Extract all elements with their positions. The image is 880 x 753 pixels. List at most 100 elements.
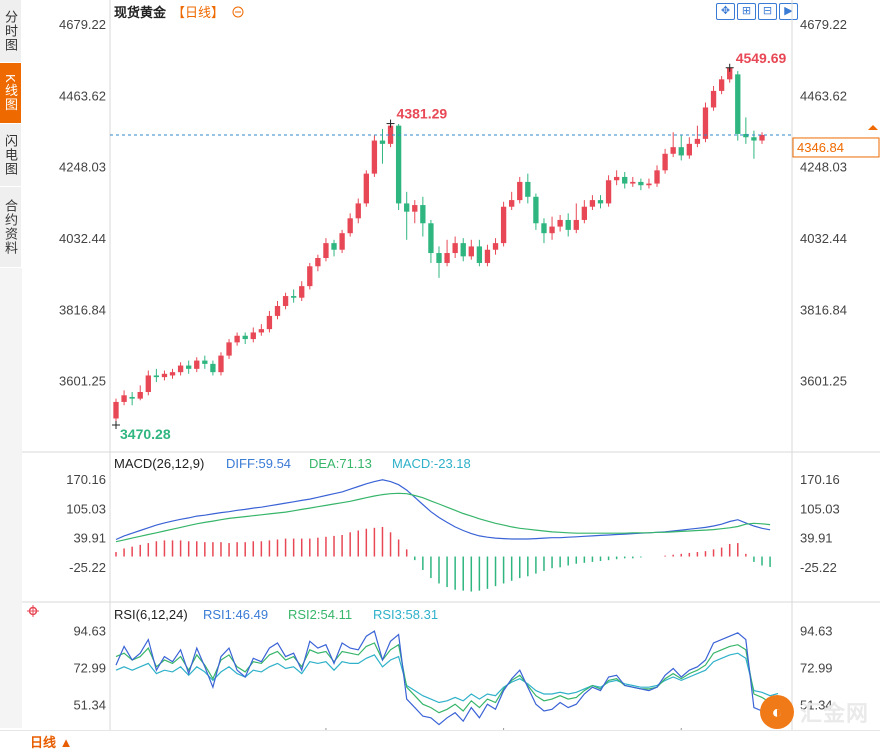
candle-body	[549, 226, 555, 234]
y-tick-right: 4248.03	[800, 160, 847, 175]
rsi3-label: RSI3:58.31	[373, 607, 438, 622]
max-label: 4549.69	[736, 50, 787, 66]
candle-body	[161, 373, 168, 378]
candle-body	[444, 253, 450, 263]
candle-body	[743, 133, 749, 138]
candle-body	[525, 181, 531, 197]
rsi-tick-left: 72.99	[73, 661, 106, 676]
rsi2-label: RSI2:54.11	[288, 607, 352, 622]
candle-body	[557, 219, 563, 227]
candle-body	[484, 249, 491, 263]
rsi3-line	[115, 652, 779, 704]
candle-body	[387, 125, 394, 144]
candle-body	[129, 396, 135, 399]
candle-body	[533, 196, 539, 224]
macd-params: MACD(26,12,9)	[114, 456, 204, 471]
candle-body	[436, 253, 442, 263]
candle-body	[258, 329, 265, 333]
candle-body	[630, 181, 636, 184]
candle-body	[751, 137, 757, 141]
candle-body	[145, 375, 151, 393]
y-tick-right: 3816.84	[800, 302, 847, 317]
y-tick-right: 4679.22	[800, 17, 847, 32]
period-bracket: 【日线】	[172, 5, 224, 20]
candle-body	[605, 180, 612, 204]
chart-title: 现货黄金	[114, 5, 167, 20]
logo-text: 汇金网	[800, 701, 870, 726]
candle-body	[299, 286, 305, 298]
candle-body	[517, 181, 523, 201]
candle-body	[420, 205, 426, 224]
candle-body	[323, 243, 329, 259]
macd-dea-label: DEA:71.13	[309, 456, 372, 471]
current-price-box	[792, 137, 880, 158]
candle-body	[290, 296, 297, 298]
y-tick-left: 3816.84	[59, 302, 106, 317]
y-tick-left: 4679.22	[59, 17, 106, 32]
candle-body	[339, 233, 345, 250]
candle-body	[226, 342, 232, 356]
candle-body	[186, 365, 192, 369]
macd-tick-left: 105.03	[66, 501, 106, 516]
rsi-tick-right: 51.34	[800, 697, 833, 712]
candle-body	[613, 176, 620, 181]
rsi2-line	[115, 642, 779, 714]
zoom-out-icon[interactable]: ⊟	[758, 3, 777, 20]
candle-body	[428, 223, 434, 254]
candle-body	[670, 147, 676, 154]
main-labels: 4346.84 4381.29 4549.69 3470.28	[110, 50, 880, 442]
candle-body	[573, 219, 579, 230]
sun-icon[interactable]	[27, 605, 39, 617]
candle-body	[718, 79, 725, 91]
candle-body	[113, 401, 119, 419]
zoom-in-icon[interactable]: ⊞	[737, 3, 756, 20]
candle-body	[500, 206, 507, 244]
candle-body	[194, 360, 200, 369]
candle-body	[315, 258, 321, 267]
candle-body	[710, 90, 717, 108]
collapse-icon[interactable]	[232, 6, 244, 18]
rsi-y-ticks: 94.63 94.63 72.99 72.99 51.34 51.34	[73, 624, 832, 713]
candle-body	[735, 74, 741, 134]
left-gutter	[0, 268, 22, 728]
candle-body	[468, 246, 474, 257]
tab-contract-info[interactable]: 合约资料	[0, 187, 21, 268]
diff-line	[115, 479, 771, 541]
candle-body	[492, 243, 499, 250]
macd-diff-label: DIFF:59.54	[226, 456, 291, 471]
candle-body	[727, 67, 733, 80]
macd-tick-left: 39.91	[73, 531, 106, 546]
candle-body	[234, 335, 240, 343]
macd-tick-left: -25.22	[69, 560, 106, 575]
rsi-tick-left: 94.63	[73, 624, 106, 639]
candle-body	[371, 140, 378, 174]
candle-body	[379, 140, 386, 144]
period-selector[interactable]: 日线 ▲	[30, 735, 73, 750]
candle-body	[202, 360, 208, 364]
candle-body	[509, 200, 515, 207]
tab-time-share[interactable]: 分时图	[0, 0, 21, 63]
tab-flash[interactable]: 闪电图	[0, 124, 21, 187]
peak-label: 4381.29	[397, 106, 448, 122]
candle-body	[694, 138, 701, 144]
macd-tick-right: 105.03	[800, 501, 840, 516]
fullscreen-icon[interactable]: ▶	[779, 3, 798, 20]
bottom-bar	[0, 730, 880, 753]
candle-body	[597, 200, 604, 204]
move-icon[interactable]: ✥	[716, 3, 735, 20]
candle-body	[622, 176, 628, 184]
candle-body	[460, 243, 466, 257]
chart-canvas[interactable]: 现货黄金 【日线】 4679.22 4679.22 4463.62 4463.62 42…	[0, 0, 880, 730]
candle-body	[137, 392, 143, 399]
candle-body	[404, 203, 410, 212]
candle-body	[646, 183, 652, 186]
watermark-logo: ◐ 汇金网	[760, 694, 869, 730]
y-tick-right: 4032.44	[800, 231, 847, 246]
rsi-tick-right: 72.99	[800, 661, 833, 676]
dea-line	[115, 492, 771, 543]
candle-body	[589, 200, 596, 207]
y-tick-right: 3601.25	[800, 374, 847, 389]
y-tick-left: 4248.03	[59, 160, 106, 175]
macd-tick-right: 39.91	[800, 531, 833, 546]
tab-kline[interactable]: K线图	[0, 63, 21, 124]
